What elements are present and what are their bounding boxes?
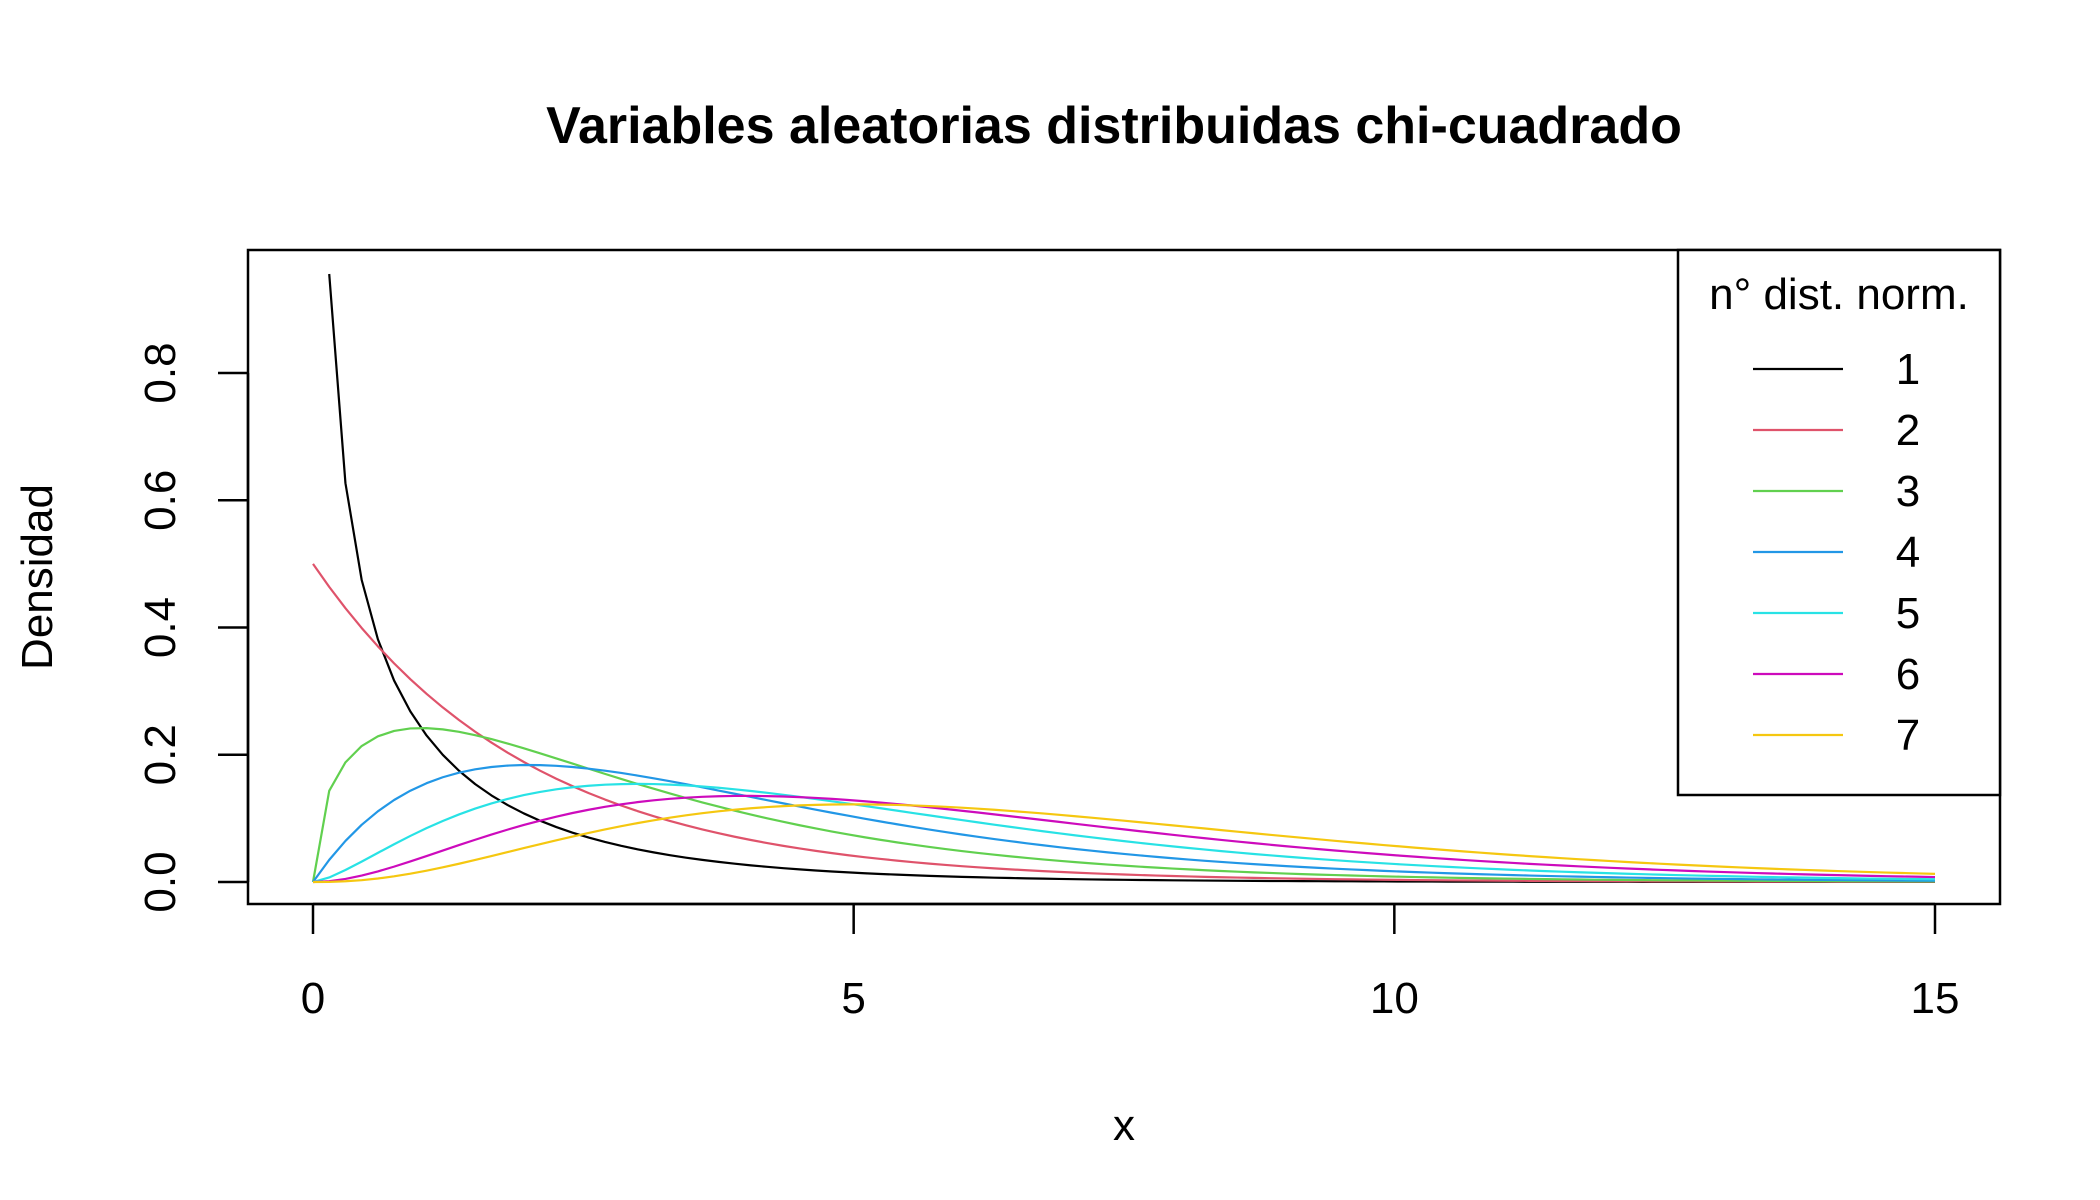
series-line-2 — [312, 563, 1936, 883]
legend-item-3: 3 — [1753, 467, 1920, 516]
legend-label: 1 — [1896, 345, 1920, 394]
x-tick-label: 5 — [841, 974, 865, 1023]
legend-item-5: 5 — [1753, 589, 1920, 638]
legend: n° dist. norm. 1 2 3 4 5 6 7 — [1676, 248, 2002, 797]
legend-title: n° dist. norm. — [1709, 270, 1969, 319]
x-tick-label: 10 — [1370, 974, 1419, 1023]
y-axis: 0.0 0.2 0.4 0.6 0.8 — [136, 342, 250, 913]
legend-item-4: 4 — [1753, 528, 1920, 577]
chart-title: Variables aleatorias distribuidas chi-cu… — [546, 97, 1682, 155]
legend-item-7: 7 — [1753, 711, 1920, 760]
x-axis: 0 5 10 15 — [301, 902, 1960, 1023]
y-tick-label: 0.2 — [136, 724, 185, 785]
series-line-6 — [312, 794, 1936, 884]
y-axis-label: Densidad — [13, 484, 62, 670]
legend-label: 3 — [1896, 467, 1920, 516]
y-tick-label: 0.6 — [136, 470, 185, 531]
legend-label: 4 — [1896, 528, 1920, 577]
x-axis-label: x — [1113, 1101, 1135, 1150]
x-tick-label: 15 — [1911, 974, 1960, 1023]
legend-box — [1676, 248, 2002, 797]
legend-items: 1 2 3 4 5 6 7 — [1753, 345, 1920, 760]
y-tick-label: 0.0 — [136, 851, 185, 912]
series-line-5 — [312, 782, 1936, 884]
legend-item-1: 1 — [1753, 345, 1920, 394]
series-line-7 — [312, 803, 1936, 884]
y-tick-label: 0.8 — [136, 342, 185, 403]
y-tick-label: 0.4 — [136, 597, 185, 658]
series-lines — [311, 273, 1936, 884]
x-tick-label: 0 — [301, 974, 325, 1023]
legend-label: 5 — [1896, 589, 1920, 638]
legend-label: 2 — [1896, 406, 1920, 455]
legend-label: 6 — [1896, 650, 1920, 699]
series-line-4 — [312, 763, 1936, 883]
legend-label: 7 — [1896, 711, 1920, 760]
legend-item-2: 2 — [1753, 406, 1920, 455]
legend-item-6: 6 — [1753, 650, 1920, 699]
